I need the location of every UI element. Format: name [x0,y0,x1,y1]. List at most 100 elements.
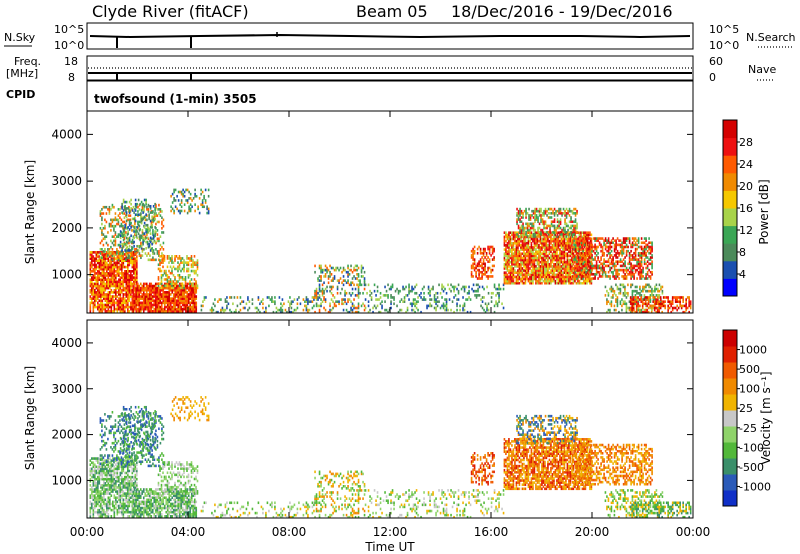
power-cell [622,275,625,278]
power-cell [396,304,398,308]
power-cell [154,293,157,296]
power-cell [350,283,352,287]
power-cell [109,299,111,303]
power-cell [207,211,210,215]
power-cell [154,291,157,294]
power-cell [127,272,129,275]
power-cell [411,308,413,312]
power-cell [113,303,116,307]
power-cell [606,275,608,278]
power-cell [567,209,569,213]
power-cell [565,216,568,219]
power-cell [336,279,339,282]
power-cell [136,288,139,292]
power-cell [532,277,534,281]
power-cell [586,246,588,249]
power-cell [180,299,183,303]
power-cell [506,260,509,264]
power-cell [172,295,175,298]
power-cell [136,263,138,267]
power-cell [584,233,587,237]
power-cell [615,277,617,280]
power-cell [545,254,548,258]
power-cell [427,304,430,308]
power-cell [113,229,115,232]
power-cell [514,275,516,279]
power-cell [183,194,186,198]
power-cell [512,246,515,249]
power-cell [94,251,96,254]
power-cell [592,245,595,249]
power-cell [517,275,519,279]
power-cell [484,249,486,253]
power-cell [190,295,193,298]
power-cell [586,250,588,253]
power-cell [106,295,108,298]
power-cell [526,277,528,281]
power-cell [529,252,531,256]
power-cell [586,265,588,268]
power-cell [481,277,483,280]
power-cell [456,304,458,308]
power-cell [212,302,215,306]
power-cell [92,305,95,309]
power-cell [321,300,324,303]
power-cell [162,286,164,290]
power-cell [184,305,187,309]
power-cell [98,255,101,258]
power-cell [180,201,183,204]
power-cell [145,301,148,305]
power-cell [119,267,122,271]
power-cell [110,284,113,288]
power-cell [121,204,123,208]
power-cell [514,260,516,264]
power-cell [174,305,177,309]
power-cell [512,244,515,247]
power-cell [514,252,516,256]
power-cell [163,295,166,298]
power-cell [162,218,165,222]
power-cell [123,229,126,232]
power-cell [438,283,440,287]
power-cell [423,285,425,289]
power-cell [142,288,145,292]
power-cell [172,284,175,288]
power-cell [548,279,551,283]
power-cell [583,260,586,263]
power-cell [139,213,141,217]
power-cell [525,212,527,215]
power-cell [89,282,92,286]
power-cell [89,307,92,311]
power-cell [171,297,174,300]
power-cell [184,291,187,294]
power-cell [363,279,366,282]
power-cell [133,288,135,292]
power-cell [142,293,145,296]
power-cell [515,231,518,235]
power-cell [542,235,545,239]
power-cell [539,267,542,270]
power-cell [589,262,592,266]
power-cell [348,291,351,295]
power-cell [168,309,171,313]
power-cell [184,299,187,303]
power-cell [565,233,567,237]
power-cell [189,209,192,213]
power-cell [522,214,524,217]
power-cell [520,209,523,213]
power-cell [606,245,608,249]
power-cell [600,262,602,266]
power-cell [550,220,553,224]
power-cell [169,259,172,262]
power-cell [124,272,126,275]
power-cell [97,265,99,269]
power-cell [490,300,493,303]
power-cell [92,257,95,260]
power-cell [468,296,470,299]
power-cell [568,235,571,238]
power-cell [561,212,563,215]
power-cell [180,297,183,300]
power-cell [121,274,123,277]
power-cell [102,250,105,253]
power-cell [95,280,98,284]
